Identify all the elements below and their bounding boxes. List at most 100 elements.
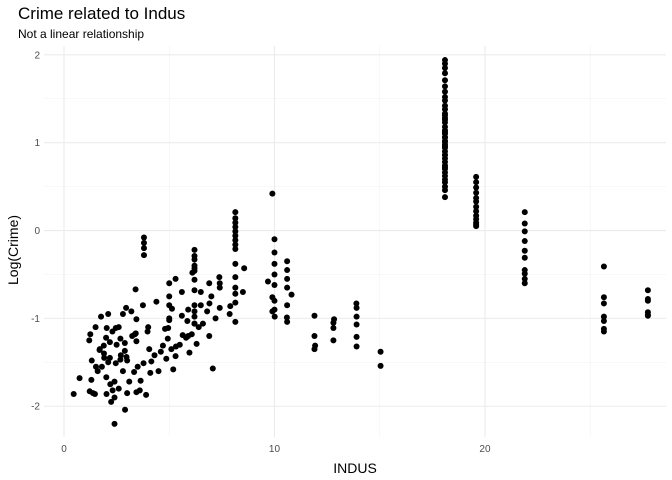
data-point bbox=[521, 275, 528, 282]
data-point bbox=[441, 143, 448, 150]
x-tick-label: 10 bbox=[269, 444, 281, 455]
data-point bbox=[644, 312, 651, 319]
data-point bbox=[103, 325, 110, 332]
data-point bbox=[377, 362, 384, 369]
data-point bbox=[441, 151, 448, 158]
y-tick-label: 1 bbox=[34, 138, 40, 149]
data-point bbox=[134, 363, 141, 370]
data-point bbox=[103, 334, 110, 341]
data-point bbox=[186, 349, 193, 356]
data-point bbox=[140, 234, 147, 241]
data-point bbox=[441, 64, 448, 71]
data-point bbox=[284, 318, 291, 325]
data-point bbox=[155, 368, 162, 375]
data-point bbox=[330, 337, 337, 344]
data-point bbox=[162, 325, 169, 332]
data-point bbox=[178, 312, 185, 319]
data-point bbox=[88, 376, 95, 383]
y-tick-label: -2 bbox=[31, 402, 40, 413]
data-point bbox=[353, 300, 360, 307]
data-point bbox=[76, 375, 83, 382]
data-point bbox=[353, 313, 360, 320]
data-point bbox=[353, 343, 360, 350]
data-point bbox=[94, 368, 101, 375]
data-point bbox=[239, 289, 246, 296]
data-point bbox=[87, 331, 94, 338]
data-point bbox=[98, 363, 105, 370]
data-point bbox=[191, 302, 198, 309]
data-point bbox=[521, 228, 528, 235]
data-point bbox=[216, 284, 223, 291]
data-point bbox=[168, 346, 175, 353]
data-point bbox=[284, 284, 291, 291]
data-point bbox=[441, 194, 448, 201]
data-point bbox=[216, 274, 223, 281]
data-point bbox=[284, 302, 291, 309]
data-point bbox=[232, 274, 239, 281]
data-point bbox=[441, 116, 448, 123]
data-point bbox=[271, 306, 278, 313]
grid bbox=[44, 46, 666, 437]
data-point bbox=[232, 299, 239, 306]
data-point bbox=[330, 319, 337, 326]
data-point bbox=[109, 387, 116, 394]
data-point bbox=[184, 318, 191, 325]
data-point bbox=[600, 313, 607, 320]
data-point bbox=[140, 252, 147, 259]
data-point bbox=[600, 328, 607, 335]
data-point bbox=[441, 60, 448, 67]
data-point bbox=[86, 337, 93, 344]
data-point bbox=[163, 355, 170, 362]
data-point bbox=[441, 70, 448, 77]
data-point bbox=[100, 350, 107, 357]
data-point bbox=[111, 378, 118, 385]
data-point bbox=[232, 245, 239, 252]
data-point bbox=[212, 315, 219, 322]
data-point bbox=[521, 220, 528, 227]
data-point bbox=[172, 275, 179, 282]
data-point bbox=[521, 254, 528, 261]
data-point bbox=[92, 324, 99, 331]
data-point bbox=[473, 173, 480, 180]
data-point bbox=[91, 390, 98, 397]
data-point bbox=[269, 190, 276, 197]
data-point bbox=[191, 246, 198, 253]
data-point bbox=[441, 97, 448, 104]
data-point bbox=[197, 289, 204, 296]
data-point bbox=[232, 224, 239, 230]
data-point bbox=[271, 260, 278, 267]
data-point bbox=[311, 346, 318, 353]
data-point bbox=[226, 310, 233, 317]
data-point bbox=[271, 271, 278, 278]
data-point bbox=[284, 267, 291, 274]
data-point bbox=[241, 265, 248, 272]
data-point bbox=[473, 179, 480, 186]
data-point bbox=[136, 387, 143, 394]
data-point bbox=[206, 280, 213, 287]
data-point bbox=[191, 287, 198, 294]
data-point bbox=[115, 385, 122, 392]
data-point bbox=[166, 280, 173, 287]
data-point bbox=[88, 357, 95, 364]
data-point bbox=[288, 291, 295, 298]
data-point bbox=[105, 359, 112, 366]
data-point bbox=[227, 303, 234, 310]
x-tick-label: 0 bbox=[61, 444, 67, 455]
data-point bbox=[143, 391, 150, 398]
data-point bbox=[148, 358, 155, 365]
data-point bbox=[600, 263, 607, 270]
data-point bbox=[103, 390, 110, 397]
data-point bbox=[284, 275, 291, 282]
data-point bbox=[191, 256, 198, 263]
data-point bbox=[105, 310, 112, 317]
data-point bbox=[117, 356, 124, 363]
data-point bbox=[311, 332, 318, 339]
data-point bbox=[146, 346, 153, 353]
y-tick-label: -1 bbox=[31, 314, 40, 325]
data-point bbox=[204, 308, 211, 315]
data-point bbox=[232, 219, 239, 226]
data-point bbox=[157, 348, 164, 355]
data-point bbox=[109, 328, 116, 335]
data-point bbox=[126, 378, 133, 385]
data-point bbox=[206, 300, 213, 307]
